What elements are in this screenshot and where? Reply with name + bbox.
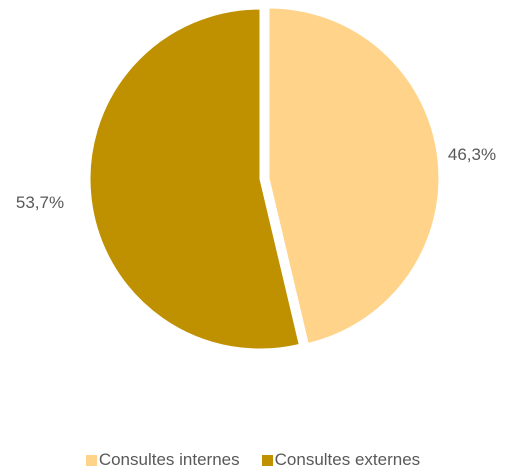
data-label-externes: 53,7% xyxy=(16,193,64,212)
pie-slice-internes xyxy=(268,7,440,344)
chart-legend: Consultes internes Consultes externes xyxy=(0,450,506,470)
legend-swatch-externes xyxy=(261,454,273,466)
legend-item-internes: Consultes internes xyxy=(85,450,240,470)
pie-slice-externes xyxy=(89,8,300,350)
data-label-internes: 46,3% xyxy=(448,145,496,164)
legend-item-externes: Consultes externes xyxy=(261,450,421,470)
legend-swatch-internes xyxy=(85,454,97,466)
legend-label-internes: Consultes internes xyxy=(98,450,240,469)
legend-label-externes: Consultes externes xyxy=(274,450,421,469)
